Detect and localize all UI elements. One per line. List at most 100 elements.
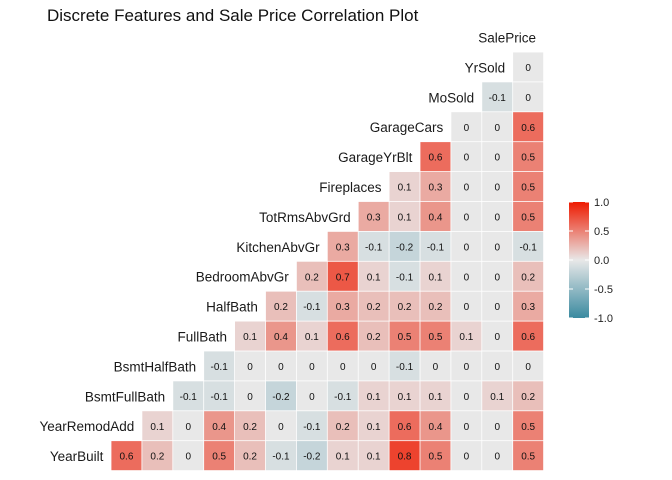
row-label-mosold: MoSold [428,90,474,105]
cell-bsmtfullbath-totrmsabvgrd [327,381,358,411]
cell-yearbuilt-garagecars [420,441,451,471]
cell-kitchenabvgr-yrsold [482,231,513,261]
cell-garageyrblt-yrsold [482,142,513,172]
cell-halfbath-kitchenabvgr [296,291,327,321]
cell-value-label: 0.1 [367,392,381,403]
cell-value-label: 0 [464,183,470,194]
cell-bsmtfullbath-bedroomabvgr [265,381,296,411]
cell-bsmtfullbath-garageyrblt [389,381,420,411]
cell-value-label: -0.1 [211,392,229,403]
cell-halfbath-saleprice [513,291,544,321]
cell-yearbuilt-bsmtfullbath [142,441,173,471]
cell-value-label: 0.2 [428,302,442,313]
cell-garageyrblt-mosold [451,142,482,172]
legend-tick-label: -1.0 [594,313,613,325]
cell-value-label: -0.1 [272,452,290,463]
cell-bsmthalfbath-halfbath [235,351,266,381]
cell-yearremodadd-halfbath [235,411,266,441]
cell-fireplaces-saleprice [513,172,544,202]
cell-garagecars-yrsold [482,112,513,142]
row-label-bsmthalfbath: BsmtHalfBath [114,359,197,374]
cell-totrmsabvgrd-fireplaces [358,201,389,231]
cell-value-label: -0.1 [303,302,321,313]
cell-fullbath-saleprice [513,321,544,351]
cell-fireplaces-garageyrblt [389,172,420,202]
cell-bedroomabvgr-totrmsabvgrd [327,261,358,291]
cell-value-label: -0.1 [427,242,445,253]
cell-value-label: 0 [494,183,500,194]
cell-yearbuilt-yearremodadd [111,441,142,471]
cell-value-label: -0.2 [272,392,290,403]
row-label-totrmsabvgrd: TotRmsAbvGrd [259,210,351,225]
cell-bsmtfullbath-fireplaces [358,381,389,411]
cell-value-label: 0.1 [398,212,412,223]
cell-yearbuilt-mosold [451,441,482,471]
cell-value-label: 0 [309,362,315,373]
cell-value-label: 0 [494,272,500,283]
cell-totrmsabvgrd-garagecars [420,201,451,231]
cell-value-label: 0 [525,362,531,373]
cell-kitchenabvgr-garagecars [420,231,451,261]
cell-value-label: 0 [247,362,253,373]
cell-kitchenabvgr-garageyrblt [389,231,420,261]
cell-yearbuilt-fullbath [204,441,235,471]
cell-value-label: 0 [494,332,500,343]
cell-value-label: 0 [278,362,284,373]
cell-yearremodadd-fullbath [204,411,235,441]
cell-value-label: 0.5 [521,183,535,194]
cell-value-label: 0.5 [521,212,535,223]
cell-mosold-yrsold [482,82,513,112]
cell-bsmthalfbath-fullbath [204,351,235,381]
cell-value-label: 0.2 [150,452,164,463]
cell-halfbath-totrmsabvgrd [327,291,358,321]
cell-yearremodadd-mosold [451,411,482,441]
cell-value-label: 0 [494,362,500,373]
cell-value-label: 0.2 [521,272,535,283]
cell-value-label: 0.6 [428,153,442,164]
cell-value-label: 0.6 [398,422,412,433]
cell-value-label: 0.2 [367,332,381,343]
cell-value-label: -0.1 [489,93,507,104]
cell-value-label: 0.1 [305,332,319,343]
cell-yearremodadd-fireplaces [358,411,389,441]
cell-bsmtfullbath-bsmthalfbath [173,381,204,411]
cell-value-label: 0 [464,302,470,313]
cell-value-label: 0 [494,153,500,164]
cell-yearremodadd-bsmthalfbath [173,411,204,441]
cell-value-label: 0 [464,123,470,134]
cell-value-label: 0.5 [428,452,442,463]
cell-mosold-saleprice [513,82,544,112]
row-label-bedroomabvgr: BedroomAbvGr [196,270,290,285]
row-label-yearbuilt: YearBuilt [50,449,104,464]
cell-value-label: 0.1 [367,272,381,283]
cell-bedroomabvgr-garagecars [420,261,451,291]
cell-value-label: 0.4 [212,422,226,433]
cell-bsmthalfbath-fireplaces [358,351,389,381]
cell-fullbath-mosold [451,321,482,351]
cell-value-label: 0.1 [150,422,164,433]
cell-totrmsabvgrd-yrsold [482,201,513,231]
row-label-kitchenabvgr: KitchenAbvGr [236,240,320,255]
row-label-garageyrblt: GarageYrBlt [338,150,413,165]
cell-value-label: 0 [494,123,500,134]
cell-value-label: 0 [525,93,531,104]
cell-value-label: 0.5 [428,332,442,343]
cell-value-label: 0.4 [274,332,288,343]
cell-value-label: 0.5 [212,452,226,463]
cell-garageyrblt-saleprice [513,142,544,172]
cell-value-label: 0.6 [336,332,350,343]
cell-totrmsabvgrd-garageyrblt [389,201,420,231]
cell-kitchenabvgr-fireplaces [358,231,389,261]
cell-value-label: 0 [494,452,500,463]
cell-yearbuilt-bsmthalfbath [173,441,204,471]
cell-yearbuilt-saleprice [513,441,544,471]
cell-value-label: 0 [464,452,470,463]
cell-bsmthalfbath-saleprice [513,351,544,381]
cell-value-label: 0.8 [398,452,412,463]
cell-value-label: 0.2 [274,302,288,313]
cell-value-label: 0 [494,242,500,253]
cell-bedroomabvgr-garageyrblt [389,261,420,291]
cell-value-label: 0 [340,362,346,373]
cell-bsmtfullbath-halfbath [235,381,266,411]
cell-value-label: 0.1 [367,422,381,433]
